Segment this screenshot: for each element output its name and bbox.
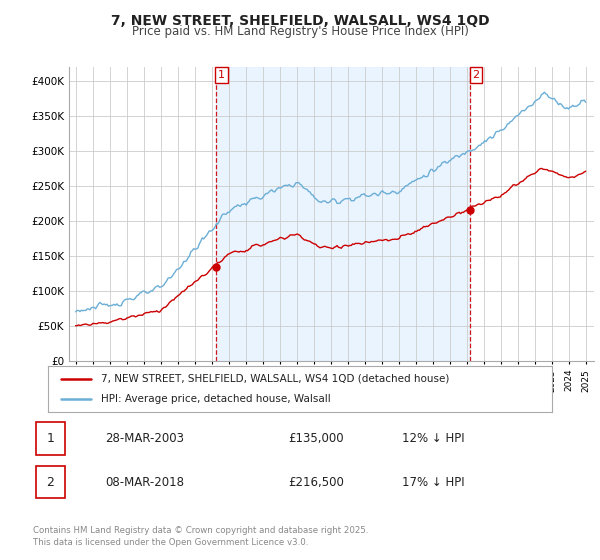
- Bar: [215, 67, 470, 361]
- Text: 28-MAR-2003: 28-MAR-2003: [105, 432, 184, 445]
- Text: £135,000: £135,000: [288, 432, 344, 445]
- FancyBboxPatch shape: [36, 466, 65, 498]
- Text: 1: 1: [46, 432, 55, 445]
- Text: HPI: Average price, detached house, Walsall: HPI: Average price, detached house, Wals…: [101, 394, 331, 404]
- Text: 1: 1: [218, 70, 225, 80]
- Text: 12% ↓ HPI: 12% ↓ HPI: [402, 432, 464, 445]
- Text: 08-MAR-2018: 08-MAR-2018: [105, 475, 184, 489]
- FancyBboxPatch shape: [36, 422, 65, 455]
- Text: £216,500: £216,500: [288, 475, 344, 489]
- Text: Contains HM Land Registry data © Crown copyright and database right 2025.
This d: Contains HM Land Registry data © Crown c…: [33, 526, 368, 547]
- Text: 7, NEW STREET, SHELFIELD, WALSALL, WS4 1QD (detached house): 7, NEW STREET, SHELFIELD, WALSALL, WS4 1…: [101, 374, 449, 384]
- Text: Price paid vs. HM Land Registry's House Price Index (HPI): Price paid vs. HM Land Registry's House …: [131, 25, 469, 38]
- Text: 2: 2: [472, 70, 479, 80]
- Text: 17% ↓ HPI: 17% ↓ HPI: [402, 475, 464, 489]
- Text: 2: 2: [46, 475, 55, 489]
- Text: 7, NEW STREET, SHELFIELD, WALSALL, WS4 1QD: 7, NEW STREET, SHELFIELD, WALSALL, WS4 1…: [110, 14, 490, 28]
